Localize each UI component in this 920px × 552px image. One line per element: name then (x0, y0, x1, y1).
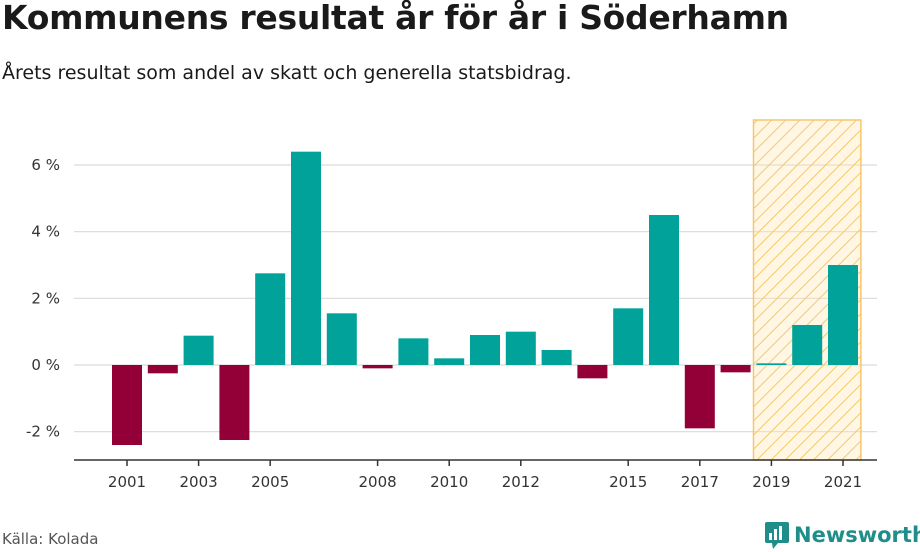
x-tick-label: 2003 (180, 473, 218, 491)
chart-subtitle: Årets resultat som andel av skatt och ge… (2, 62, 572, 84)
bar (792, 325, 823, 365)
x-tick-label: 2005 (251, 473, 289, 491)
bar (649, 215, 679, 365)
y-tick-label: 0 % (31, 356, 60, 374)
x-tick-label: 2008 (359, 473, 397, 491)
bar (112, 365, 142, 445)
bar (147, 365, 178, 374)
bar (828, 265, 858, 365)
x-tick-label: 2010 (430, 473, 468, 491)
x-tick-label: 2017 (681, 473, 719, 491)
x-tick-label: 2021 (824, 473, 862, 491)
source-note: Källa: Kolada (2, 530, 99, 548)
x-tick-label: 2012 (502, 473, 540, 491)
y-tick-label: 6 % (31, 156, 60, 174)
bar (219, 365, 250, 440)
bar (326, 313, 357, 365)
x-tick-label: 2001 (108, 473, 146, 491)
bar (720, 365, 751, 373)
bar (255, 273, 286, 365)
x-tick-label: 2015 (609, 473, 647, 491)
bar (183, 335, 214, 365)
bar (505, 331, 536, 365)
bar (470, 335, 500, 365)
y-tick-label: -2 % (26, 423, 60, 441)
y-tick-label: 2 % (31, 289, 60, 307)
y-tick-label: 4 % (31, 223, 60, 241)
brand-name: Newsworthy (794, 523, 920, 547)
bar (362, 365, 393, 369)
bar (756, 363, 787, 365)
newsworthy-logo-icon (765, 522, 789, 549)
x-tick-label: 2019 (752, 473, 790, 491)
bar (291, 151, 321, 365)
bar (684, 365, 715, 429)
bar (434, 358, 465, 365)
bar (398, 338, 429, 365)
brand-logo[interactable]: Newsworthy (764, 520, 920, 550)
bar (577, 365, 608, 379)
chart-title: Kommunens resultat år för år i Söderhamn (2, 0, 789, 37)
bar (613, 308, 644, 365)
bar (541, 350, 572, 365)
